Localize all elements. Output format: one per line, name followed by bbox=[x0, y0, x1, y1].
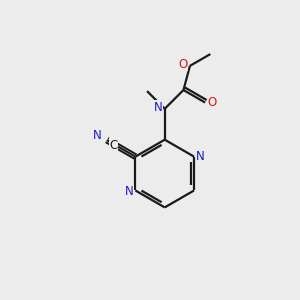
Text: O: O bbox=[178, 58, 188, 71]
Text: O: O bbox=[208, 96, 217, 109]
Text: N: N bbox=[196, 150, 205, 163]
Text: N: N bbox=[124, 185, 133, 199]
Text: N: N bbox=[154, 101, 163, 114]
Text: C: C bbox=[110, 139, 118, 152]
Text: N: N bbox=[93, 129, 101, 142]
